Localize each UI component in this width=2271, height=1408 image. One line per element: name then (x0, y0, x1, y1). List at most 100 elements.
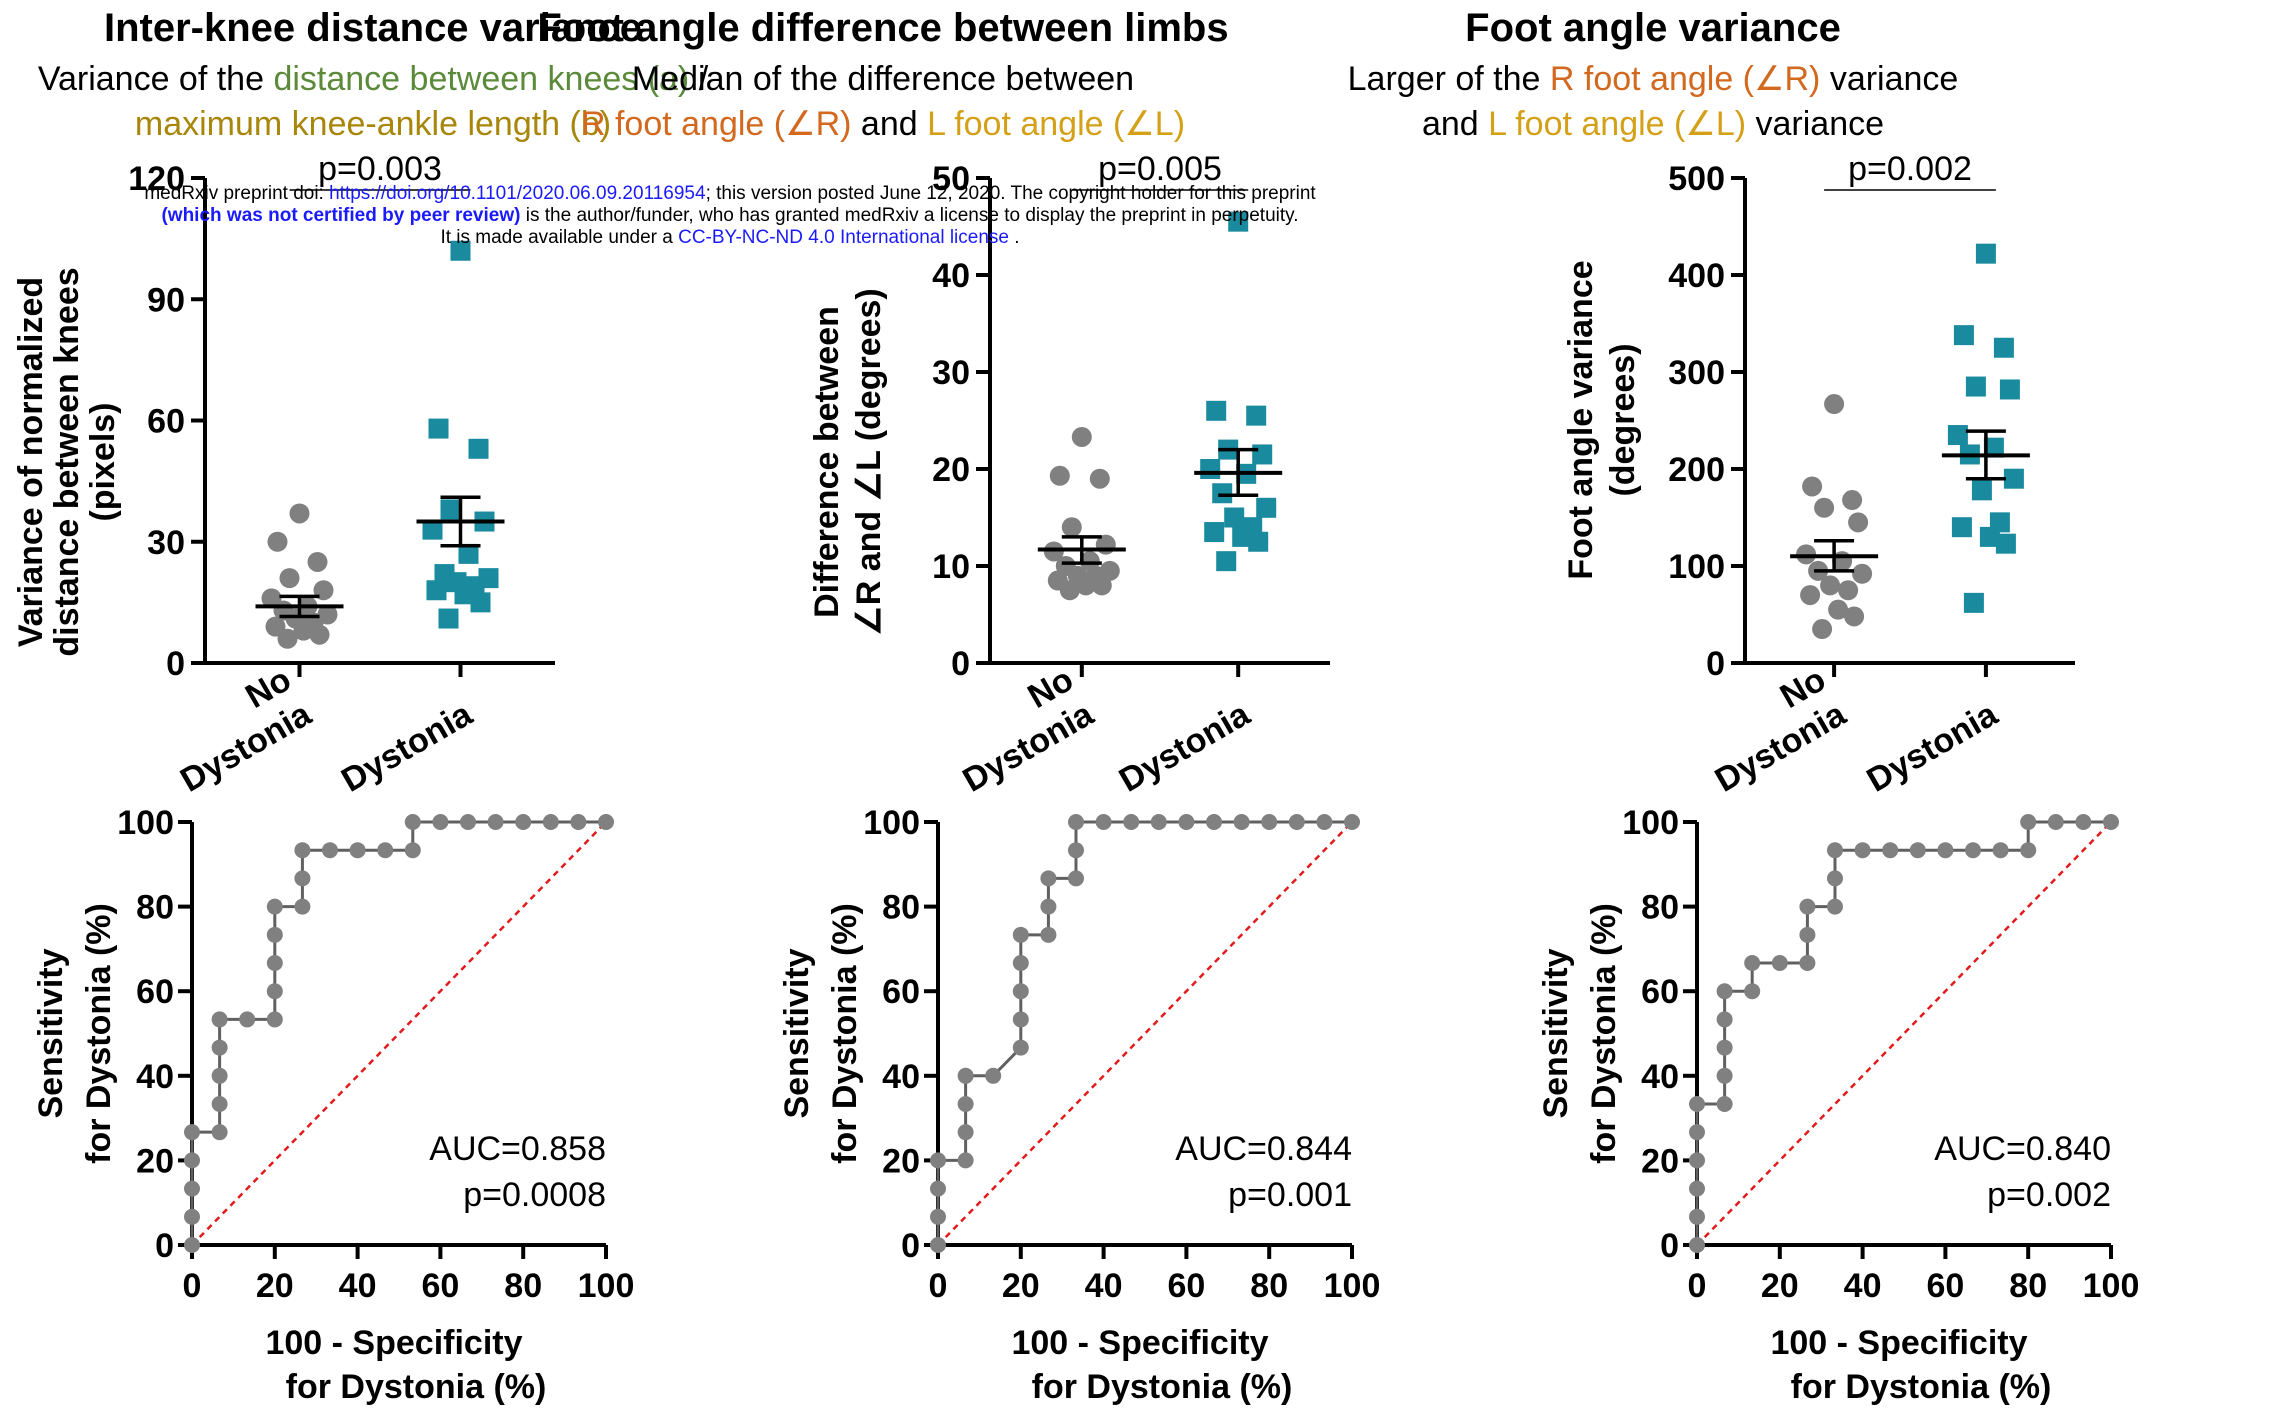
roc-point (1123, 814, 1140, 830)
y-tick-label: 100 (1668, 548, 1725, 586)
roc-point (1288, 814, 1305, 830)
subtitle-segment: L foot angle (∠L) (1488, 105, 1747, 143)
data-point-dystonia (1951, 517, 1972, 538)
data-point-no-dystonia (1071, 426, 1092, 447)
notice-line1-prefix: medRxiv preprint doi: (144, 183, 330, 204)
data-point-dystonia (1963, 592, 1984, 613)
y-tick-label: 400 (1668, 257, 1725, 295)
y-tick-label: 20 (1641, 1142, 1679, 1180)
roc-point (294, 870, 311, 887)
roc-point (1178, 814, 1195, 830)
roc-point (211, 1067, 228, 1084)
roc-point (1826, 898, 1843, 915)
y-tick-label: 80 (1641, 889, 1679, 927)
x-axis-label: for Dystonia (%) (1791, 1368, 2052, 1406)
panel-2-subtitle-line1: Median of the difference between (503, 57, 1263, 102)
x-tick-label: 0 (929, 1267, 948, 1305)
roc-point (1744, 954, 1761, 971)
y-axis-label: Difference between (808, 306, 846, 618)
data-point-dystonia (440, 499, 461, 520)
data-point-dystonia (1228, 211, 1249, 232)
data-point-no-dystonia (1061, 517, 1082, 538)
panel-2-title: Foot angle difference between limbs (537, 6, 1229, 50)
data-point-no-dystonia (1075, 575, 1096, 596)
roc-point (266, 926, 283, 943)
roc-point (1716, 983, 1733, 1000)
roc-point (1689, 1180, 1705, 1197)
y-tick-label: 80 (882, 889, 920, 927)
data-point-dystonia (1971, 480, 1992, 501)
data-point-dystonia (1995, 533, 2016, 554)
y-axis-label: (pixels) (84, 402, 122, 521)
subtitle-segment: L foot angle (∠L) (927, 105, 1186, 143)
data-point-dystonia (1200, 459, 1221, 479)
roc-point (542, 814, 559, 830)
y-tick-label: 80 (136, 889, 174, 927)
y-tick-label: 0 (951, 645, 970, 683)
y-axis-label: Variance of normalized (12, 277, 50, 647)
roc-point (930, 1152, 946, 1169)
roc-point (1799, 954, 1816, 971)
notice-line-2: (which was not certified by peer review)… (60, 205, 1400, 227)
p-value-label: p=0.005 (1098, 150, 1222, 188)
roc-point (1067, 870, 1084, 887)
data-point-no-dystonia (1089, 468, 1110, 489)
roc-point (1233, 814, 1250, 830)
data-point-no-dystonia (1838, 580, 1859, 601)
roc-point (1689, 1152, 1705, 1169)
roc-point (1316, 814, 1333, 830)
roc-annotation: p=0.001 (1228, 1176, 1352, 1214)
data-point-dystonia (458, 543, 479, 564)
subtitle-segment: variance (1746, 105, 1885, 143)
y-axis-label: for Dystonia (%) (826, 903, 864, 1164)
y-tick-label: 120 (128, 160, 185, 198)
data-point-no-dystonia (1848, 512, 1869, 533)
data-point-dystonia (1953, 325, 1974, 346)
y-tick-label: 10 (932, 548, 970, 586)
data-point-dystonia (1248, 531, 1269, 552)
roc-point (1992, 842, 2009, 859)
roc-point (1012, 954, 1029, 971)
data-point-no-dystonia (1800, 585, 1821, 606)
data-point-dystonia (468, 438, 489, 459)
y-axis-label: distance between knees (48, 267, 86, 656)
doi-link[interactable]: https://doi.org/10.1101/2020.06.09.20116… (329, 183, 706, 204)
subtitle-segment: Variance of the (37, 60, 274, 98)
panel-3-subtitle-line1: Larger of the R foot angle (∠R) variance (1273, 57, 2033, 102)
data-point-dystonia (470, 592, 491, 613)
roc-point (930, 1180, 946, 1197)
y-tick-label: 0 (901, 1227, 920, 1265)
data-point-dystonia (1979, 526, 2000, 547)
roc-point (1150, 814, 1167, 830)
p-value-label: p=0.003 (318, 150, 442, 188)
data-point-no-dystonia (1091, 575, 1112, 596)
data-point-no-dystonia (279, 568, 300, 589)
roc-point (1799, 898, 1816, 915)
roc-point (1826, 870, 1843, 887)
roc-point (985, 1067, 1002, 1084)
roc-point (1965, 842, 1982, 859)
roc-point (321, 842, 338, 859)
roc-point (1040, 870, 1057, 887)
panel-3-subtitle-line2: and L foot angle (∠L) variance (1273, 102, 2033, 147)
data-point-dystonia (428, 418, 449, 439)
roc-point (211, 1011, 228, 1028)
y-tick-label: 60 (1641, 973, 1679, 1011)
x-tick-label: 60 (421, 1267, 459, 1305)
notice-peer-review: (which was not certified by peer review) (161, 205, 521, 226)
y-tick-label: 40 (136, 1058, 174, 1096)
y-tick-label: 60 (882, 973, 920, 1011)
panel-1-subtitle-line1: Variance of the distance between knees (… (0, 57, 753, 102)
panel-2-subtitle-line2: R foot angle (∠R) and L foot angle (∠L) (503, 102, 1263, 147)
roc-point (1909, 842, 1926, 859)
roc-point (1012, 1011, 1029, 1028)
roc-point (2020, 814, 2037, 830)
data-point-dystonia (454, 584, 475, 605)
y-axis-label: for Dystonia (%) (1585, 903, 1623, 1164)
x-tick-label: 0 (1688, 1267, 1707, 1305)
y-tick-label: 20 (932, 451, 970, 489)
roc-panel-1: 0 20 40 60 80 100 0 20 40 60 80 100 100 - Specificit… (32, 804, 634, 1406)
y-axis-label: (degrees) (1604, 343, 1642, 496)
roc-annotation: AUC=0.840 (1934, 1130, 2111, 1168)
license-link[interactable]: CC-BY-NC-ND 4.0 International license (678, 227, 1009, 248)
